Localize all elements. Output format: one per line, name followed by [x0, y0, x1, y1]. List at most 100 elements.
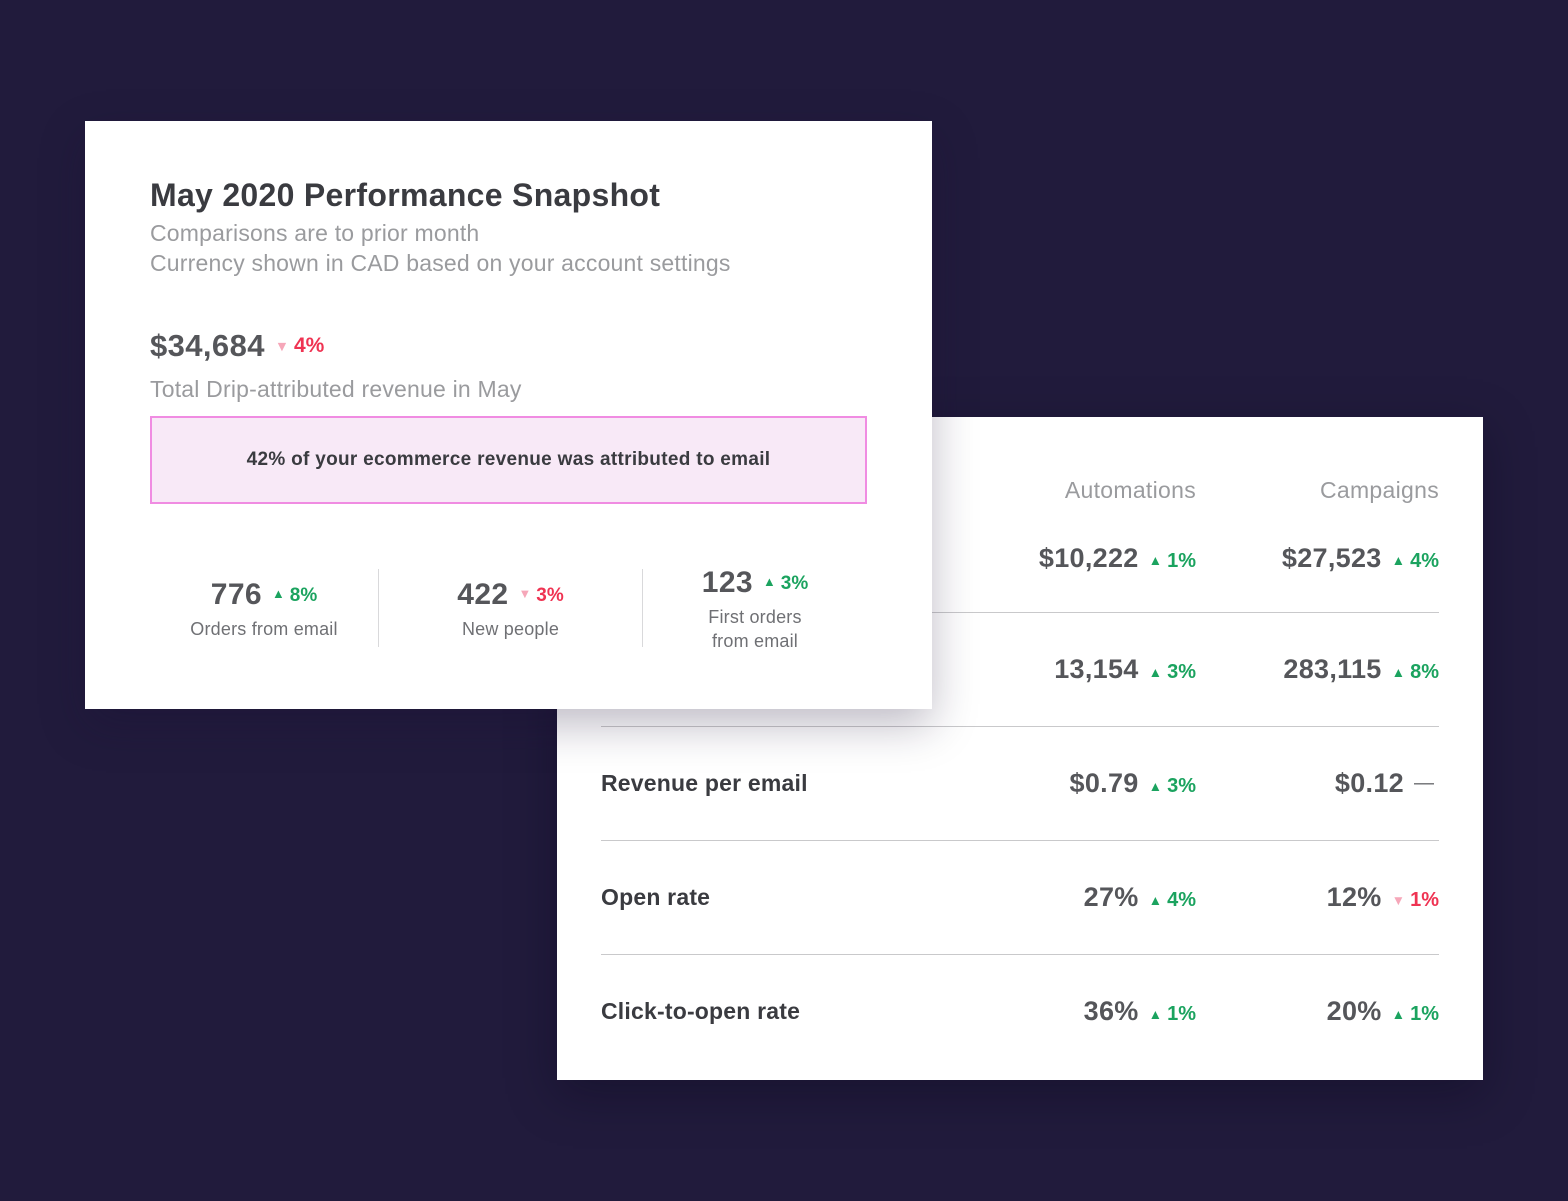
trend-up-icon: ▲: [1148, 778, 1163, 794]
stat-label-line: from email: [711, 630, 798, 651]
stat-divider: [642, 569, 643, 648]
stat-first-orders-from-email: 123 ▲ 3% First orders from email: [643, 564, 867, 653]
metric-value: 27%: [1083, 882, 1139, 912]
trend-up-icon: ▲: [1391, 1006, 1406, 1022]
metric-delta: ▼ 1%: [1392, 889, 1439, 911]
stat-value: 123: [701, 565, 753, 599]
metric-delta: ▲ 8%: [1392, 661, 1439, 683]
subtitle-currency: Currency shown in CAD based on your acco…: [150, 250, 731, 276]
trend-up-icon: ▲: [763, 574, 776, 589]
metric-value: 283,115: [1283, 654, 1382, 684]
stat-value: 776: [210, 577, 262, 611]
trend-up-icon: ▲: [1148, 664, 1163, 680]
stat-label: Orders from email: [190, 617, 337, 641]
delta-value: 1%: [1410, 1003, 1439, 1025]
trend-up-icon: ▲: [1391, 664, 1406, 680]
table-row-click-to-open-rate: Click-to-open rate 36% ▲ 1% 20% ▲ 1%: [601, 955, 1439, 1068]
metric-delta: ▲ 3%: [1149, 775, 1196, 797]
stat-label-line: New people: [461, 618, 560, 639]
trend-down-icon: ▼: [274, 338, 289, 355]
delta-value: 4%: [1410, 549, 1439, 572]
subtitle-comparisons: Comparisons are to prior month: [150, 220, 480, 246]
metric-delta: —: [1414, 772, 1439, 797]
automations-value-cell: 27% ▲ 4%: [876, 882, 1196, 913]
row-label: Revenue per email: [601, 770, 808, 796]
delta-value: 3%: [1167, 661, 1196, 683]
campaigns-value-cell: $0.12 —: [1196, 768, 1439, 799]
table-row: 13,154 ▲ 3% 283,115 ▲ 8%: [601, 613, 1439, 726]
stat-label-line: First orders: [708, 606, 802, 627]
stat-value-row: 123 ▲ 3%: [702, 564, 809, 602]
campaigns-value-cell: 12% ▼ 1%: [1196, 882, 1439, 913]
snapshot-card: May 2020 Performance Snapshot Comparison…: [85, 121, 932, 709]
automations-value-cell: 13,154 ▲ 3%: [876, 654, 1196, 685]
stats-row: 776 ▲ 8% Orders from email 422 ▼ 3% New pe…: [150, 564, 867, 653]
row-label: Click-to-open rate: [601, 998, 801, 1024]
stat-value-row: 422 ▼ 3%: [457, 576, 564, 614]
stat-new-people: 422 ▼ 3% New people: [379, 576, 642, 641]
metric-delta: ▲ 1%: [1149, 1003, 1196, 1025]
delta-value: 1%: [1410, 889, 1439, 911]
table-row-open-rate: Open rate 27% ▲ 4% 12% ▼ 1%: [601, 841, 1439, 954]
row-divider: [601, 612, 1439, 613]
stat-delta: ▼ 3%: [519, 576, 564, 614]
metric-delta: ▲ 4%: [1392, 550, 1439, 572]
column-header-automations: Automations: [1064, 477, 1196, 503]
no-change-dash-icon: —: [1414, 772, 1434, 795]
trend-up-icon: ▲: [1148, 553, 1163, 569]
metric-value: $0.12: [1334, 768, 1404, 798]
metric-value: $27,523: [1281, 542, 1382, 573]
page-title: May 2020 Performance Snapshot: [150, 177, 661, 213]
table-row-revenue-per-email: Revenue per email $0.79 ▲ 3% $0.12 —: [601, 727, 1439, 840]
delta-value: 3%: [1167, 775, 1196, 797]
metric-value: 13,154: [1054, 654, 1139, 684]
delta-value: 4%: [293, 334, 325, 357]
trend-down-icon: ▼: [518, 586, 532, 601]
headline-value: $34,684: [150, 328, 265, 363]
delta-value: 1%: [1167, 549, 1196, 572]
metric-delta: ▲ 1%: [1392, 1003, 1439, 1025]
campaigns-value-cell: $27,523 ▲ 4%: [1196, 543, 1439, 574]
metric-value: 12%: [1326, 882, 1382, 912]
campaigns-value-cell: 283,115 ▲ 8%: [1196, 654, 1439, 685]
metric-value: $0.79: [1069, 768, 1139, 798]
stat-orders-from-email: 776 ▲ 8% Orders from email: [150, 576, 378, 641]
comparison-header-row: Automations Campaigns: [601, 417, 1439, 504]
headline-delta: ▼ 4%: [275, 334, 324, 358]
trend-up-icon: ▲: [1391, 553, 1406, 569]
metric-value: 36%: [1083, 996, 1139, 1026]
campaigns-value-cell: 20% ▲ 1%: [1196, 996, 1439, 1027]
metric-delta: ▲ 1%: [1149, 550, 1196, 572]
stat-delta: ▲ 8%: [272, 576, 317, 614]
row-divider: [601, 954, 1439, 955]
trend-up-icon: ▲: [1148, 1006, 1163, 1022]
delta-value: 8%: [1410, 661, 1439, 683]
row-divider: [601, 726, 1439, 727]
trend-up-icon: ▲: [272, 586, 285, 601]
metric-delta: ▲ 3%: [1149, 661, 1196, 683]
headline-metric: $34,684 ▼ 4%: [150, 328, 867, 364]
stat-value-row: 776 ▲ 8%: [211, 576, 318, 614]
stat-delta: ▲ 3%: [763, 564, 808, 602]
trend-up-icon: ▲: [1148, 892, 1163, 908]
metric-delta: ▲ 4%: [1149, 889, 1196, 911]
delta-value: 8%: [289, 584, 318, 606]
stat-label-line: Orders from email: [190, 618, 338, 639]
row-label: Open rate: [601, 884, 711, 910]
attribution-callout: 42% of your ecommerce revenue was attrib…: [150, 416, 867, 504]
headline-label: Total Drip-attributed revenue in May: [150, 376, 522, 402]
stat-label: First orders from email: [708, 605, 801, 653]
table-row: $10,222 ▲ 1% $27,523 ▲ 4%: [601, 504, 1439, 612]
delta-value: 1%: [1167, 1003, 1196, 1025]
stat-value: 422: [457, 577, 509, 611]
trend-down-icon: ▼: [1391, 892, 1406, 908]
stat-label: New people: [462, 617, 559, 641]
metric-value: $10,222: [1038, 542, 1139, 573]
delta-value: 3%: [536, 584, 564, 606]
delta-value: 3%: [780, 572, 809, 594]
automations-value-cell: $10,222 ▲ 1%: [876, 543, 1196, 574]
automations-value-cell: 36% ▲ 1%: [876, 996, 1196, 1027]
metric-value: 20%: [1326, 996, 1382, 1026]
row-divider: [601, 840, 1439, 841]
